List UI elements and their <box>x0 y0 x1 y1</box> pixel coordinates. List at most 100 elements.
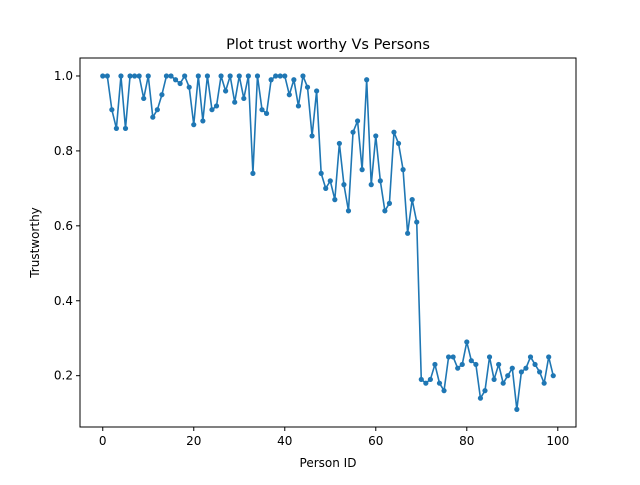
data-point <box>100 73 106 79</box>
data-point <box>468 358 474 364</box>
data-point <box>418 376 424 383</box>
data-point <box>323 185 329 191</box>
series-line <box>102 75 555 411</box>
data-point <box>368 182 374 188</box>
data-point <box>391 129 397 135</box>
x-axis: 0 20 40 60 80 100 <box>99 427 569 448</box>
data-point <box>445 354 452 360</box>
data-point <box>527 354 534 360</box>
y-axis-label: Trustworthy <box>28 207 42 279</box>
data-point <box>200 118 206 124</box>
x-tick-label: 40 <box>277 434 292 448</box>
data-point <box>314 88 320 94</box>
data-point <box>382 208 388 214</box>
chart-title: Plot trust worthy Vs Persons <box>226 37 430 53</box>
data-point <box>263 110 270 117</box>
data-point <box>236 73 242 79</box>
data-point <box>318 170 324 176</box>
data-point <box>455 365 461 371</box>
data-point <box>118 73 124 79</box>
data-point <box>541 380 547 386</box>
data-point <box>268 77 274 83</box>
data-point <box>213 103 220 109</box>
data-point <box>491 376 497 383</box>
data-point <box>259 107 265 113</box>
y-tick-label: 0.6 <box>54 219 73 233</box>
data-point <box>168 73 174 79</box>
data-point <box>546 354 552 360</box>
data-point <box>514 406 520 412</box>
data-point <box>486 354 493 360</box>
data-point <box>432 361 438 368</box>
data-point <box>550 373 556 379</box>
data-point <box>477 395 484 401</box>
data-point <box>163 73 170 79</box>
data-point <box>532 361 538 368</box>
data-point <box>400 167 406 173</box>
x-tick-label: 60 <box>368 434 383 448</box>
data-point <box>441 388 447 394</box>
data-point <box>409 197 415 203</box>
data-point <box>496 361 502 368</box>
data-point <box>523 365 529 371</box>
data-point <box>195 73 201 79</box>
data-point <box>291 77 297 83</box>
data-point <box>359 167 365 173</box>
data-point <box>209 107 215 113</box>
data-point <box>218 73 224 79</box>
data-point <box>345 208 352 214</box>
data-point <box>341 182 347 188</box>
data-point <box>386 200 393 206</box>
y-axis: 0.2 0.4 0.6 0.8 1.0 <box>54 69 80 383</box>
data-point <box>536 369 543 375</box>
data-point <box>436 380 443 386</box>
data-point <box>245 73 251 79</box>
data-point <box>427 376 433 383</box>
data-point <box>464 339 470 345</box>
x-tick-label: 0 <box>99 434 107 448</box>
data-point <box>395 140 402 147</box>
data-point <box>482 388 488 394</box>
data-point <box>122 125 129 132</box>
data-point <box>277 73 283 79</box>
data-point <box>500 380 506 386</box>
data-point <box>373 133 379 139</box>
data-point <box>336 140 342 147</box>
x-tick-label: 100 <box>546 434 569 448</box>
data-point <box>127 73 133 79</box>
data-point <box>141 95 147 102</box>
x-tick-label: 80 <box>459 434 474 448</box>
data-point <box>227 73 233 79</box>
data-point <box>405 230 411 236</box>
data-point <box>159 92 165 98</box>
data-point <box>295 103 302 109</box>
data-point <box>145 73 151 79</box>
data-point <box>282 73 288 79</box>
data-point <box>286 92 292 98</box>
data-point <box>132 73 138 79</box>
data-point <box>332 197 338 203</box>
data-point <box>113 125 120 132</box>
y-tick-label: 0.4 <box>54 294 73 308</box>
data-point <box>136 73 142 79</box>
data-point <box>223 88 229 94</box>
data-point <box>154 107 160 113</box>
x-axis-label: Person ID <box>300 456 357 470</box>
data-point <box>505 373 511 379</box>
y-tick-label: 0.8 <box>54 144 73 158</box>
data-point <box>109 107 115 113</box>
data-point <box>186 84 192 90</box>
data-point <box>241 95 247 102</box>
data-point <box>104 73 110 79</box>
data-point <box>273 73 279 79</box>
y-tick-label: 1.0 <box>54 69 73 83</box>
data-point <box>509 365 515 371</box>
data-point <box>172 77 179 83</box>
data-point <box>177 80 183 87</box>
data-point <box>327 178 333 184</box>
data-point <box>414 219 420 225</box>
data-point <box>518 369 524 375</box>
data-point <box>232 99 238 105</box>
